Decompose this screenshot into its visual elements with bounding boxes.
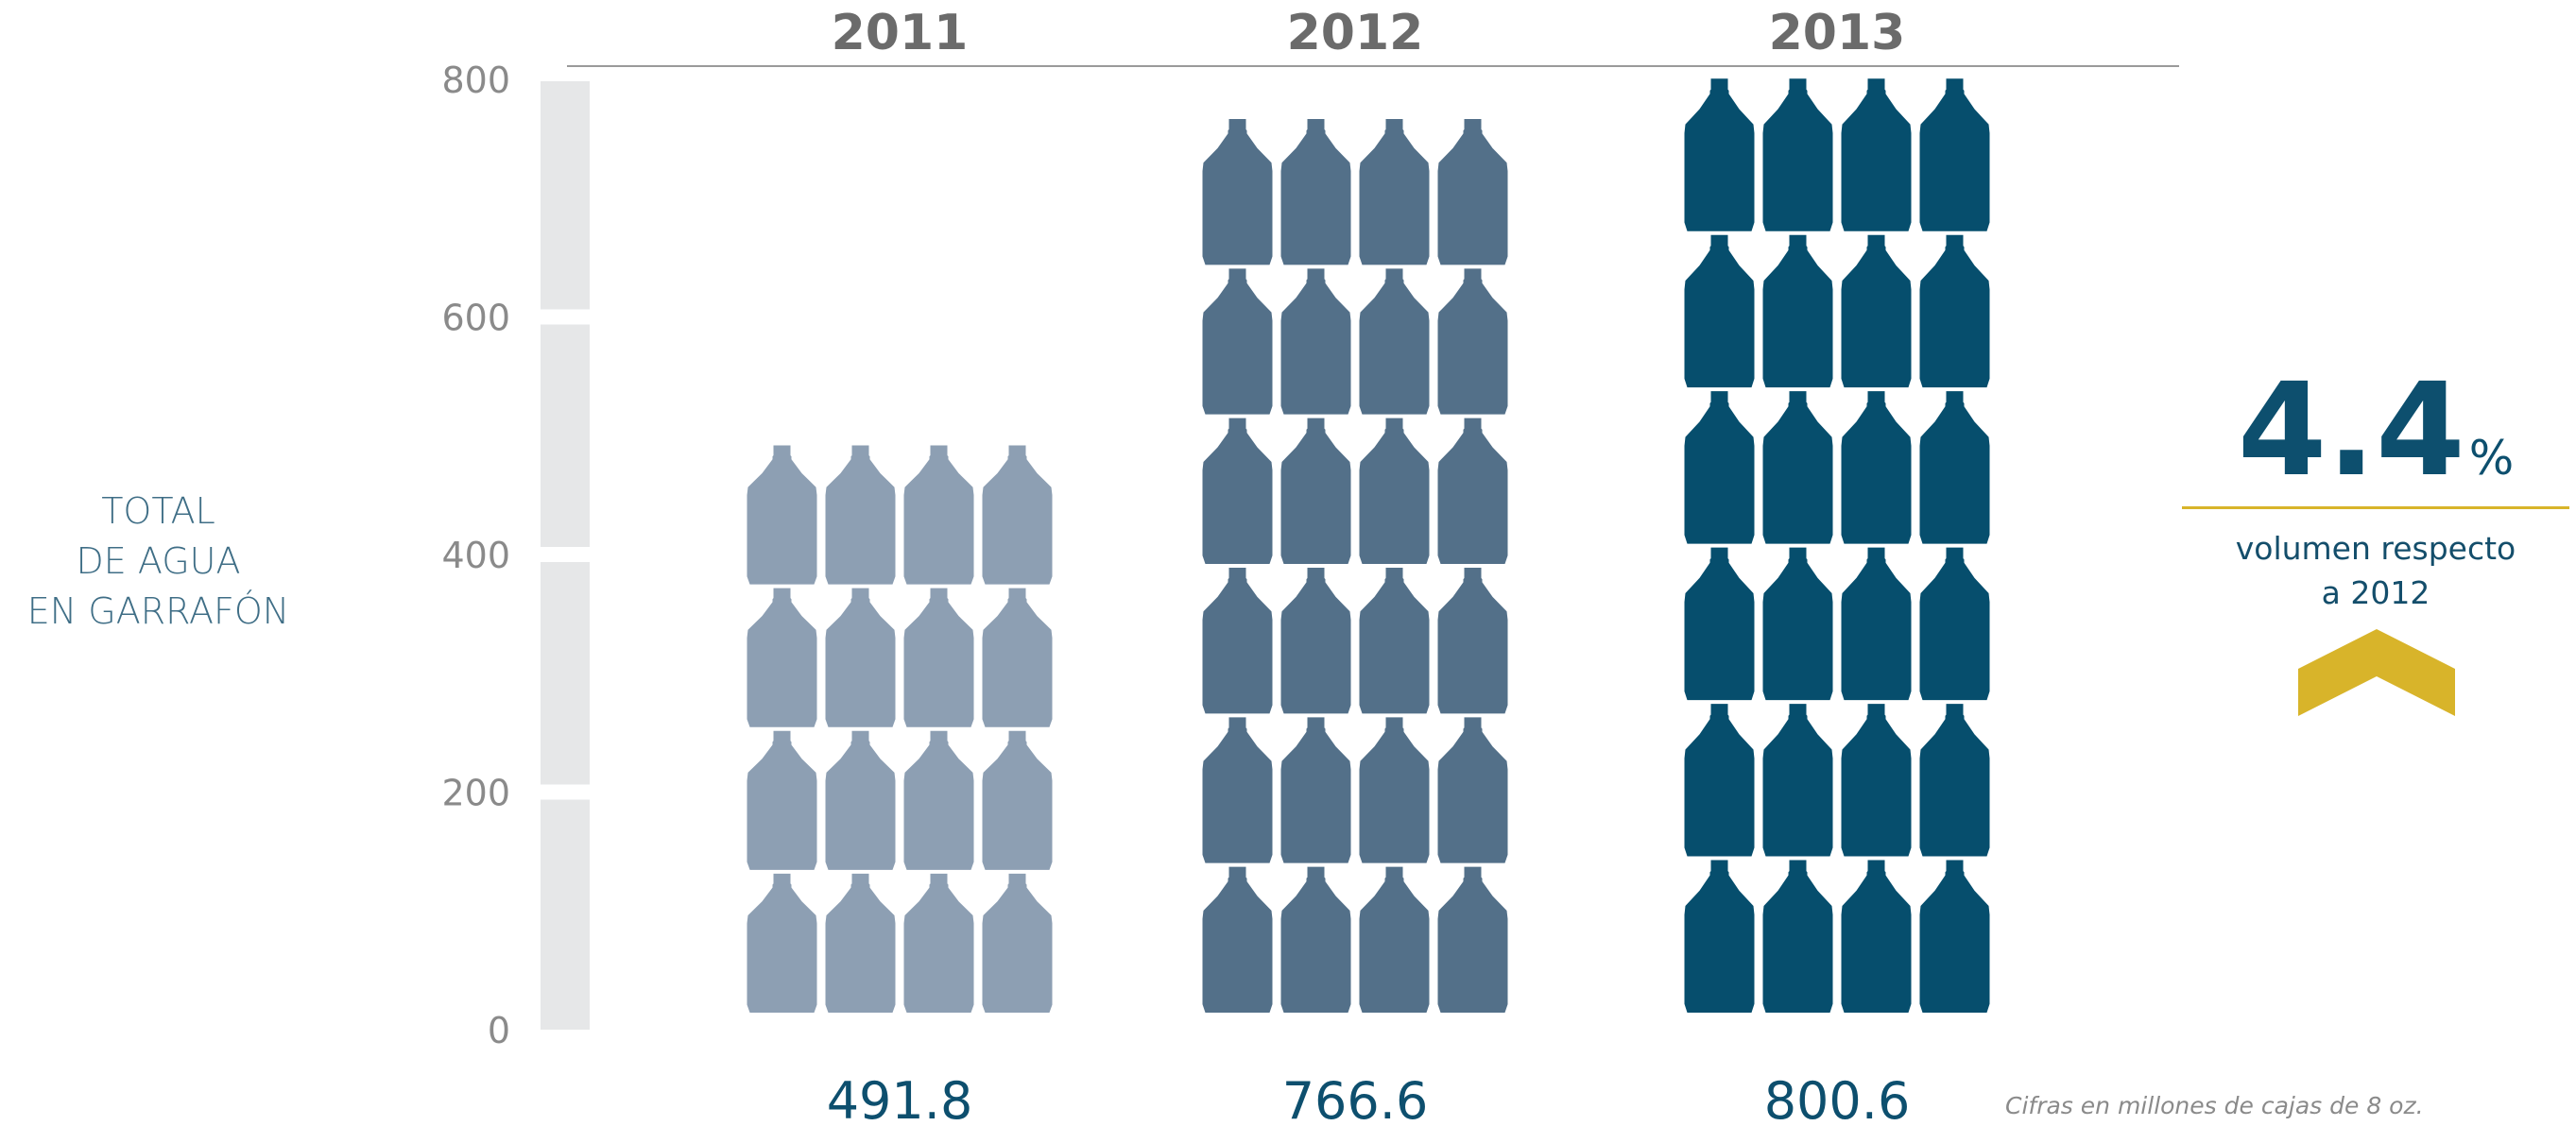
bottle-mark bbox=[1762, 860, 1833, 1013]
growth-value: 4.4 bbox=[2237, 356, 2465, 505]
bottle-mark bbox=[982, 445, 1053, 585]
bottle-mark bbox=[1919, 78, 1990, 231]
bottle-mark bbox=[1919, 234, 1990, 388]
callout-desc-line-2: a 2012 bbox=[2321, 574, 2430, 611]
bottle-mark bbox=[747, 445, 817, 585]
y-axis-label-line-3: EN GARRAFÓN bbox=[26, 590, 290, 632]
bottle-mark bbox=[825, 445, 896, 585]
bottle-mark bbox=[1841, 860, 1912, 1013]
y-tick-label: 600 bbox=[441, 298, 510, 339]
chevron-up-icon bbox=[2298, 629, 2455, 716]
y-scale-bar bbox=[541, 81, 590, 1030]
bottle-mark bbox=[1280, 866, 1351, 1013]
bottle-mark bbox=[1841, 234, 1912, 388]
y-scale-segment bbox=[541, 799, 590, 1030]
growth-unit: % bbox=[2468, 431, 2515, 486]
bottle-mark bbox=[1202, 866, 1273, 1013]
bottle-mark bbox=[903, 730, 974, 870]
bar-group-2011: 2011 491.8 bbox=[747, 5, 1053, 1126]
category-label: 2012 bbox=[1287, 5, 1424, 61]
bottle-mark bbox=[1437, 717, 1508, 863]
bottle-mark bbox=[1684, 704, 1755, 857]
bottle-mark bbox=[747, 730, 817, 870]
bottle-mark bbox=[1919, 860, 1990, 1013]
bottle-mark bbox=[1202, 119, 1273, 265]
y-axis-ticks: 0 200 400 600 800 bbox=[441, 60, 510, 1051]
bottle-mark bbox=[1684, 547, 1755, 701]
callout-divider bbox=[2182, 506, 2569, 509]
bottle-mark bbox=[1437, 568, 1508, 714]
y-scale-segment bbox=[541, 562, 590, 785]
y-tick-label: 200 bbox=[441, 773, 510, 814]
bottle-mark bbox=[1202, 568, 1273, 714]
y-axis-label-line-2: DE AGUA bbox=[76, 540, 241, 582]
value-label: 491.8 bbox=[827, 1071, 973, 1126]
bottle-mark bbox=[1762, 78, 1833, 231]
y-scale-segment bbox=[541, 81, 590, 310]
bottle-mark bbox=[1919, 547, 1990, 701]
y-tick-label: 0 bbox=[488, 1010, 510, 1051]
bottle-mark bbox=[1437, 119, 1508, 265]
bar-group-2013: 2013 800.6 bbox=[1684, 5, 1990, 1126]
bottle-mark bbox=[1359, 268, 1430, 415]
y-axis-label: TOTAL DE AGUA EN GARRAFÓN bbox=[0, 486, 317, 637]
bottle-mark bbox=[1841, 547, 1912, 701]
bottle-mark bbox=[1684, 391, 1755, 544]
bottle-mark bbox=[1437, 268, 1508, 415]
bottle-mark bbox=[903, 445, 974, 585]
bottle-mark bbox=[1762, 234, 1833, 388]
bottle-mark bbox=[1202, 418, 1273, 565]
bottle-mark bbox=[1359, 866, 1430, 1013]
bottle-mark bbox=[1684, 234, 1755, 388]
bottle-mark bbox=[982, 873, 1053, 1013]
category-label: 2013 bbox=[1769, 5, 1906, 61]
bottle-mark bbox=[825, 730, 896, 870]
bottle-mark bbox=[1841, 704, 1912, 857]
value-label: 766.6 bbox=[1282, 1071, 1429, 1126]
bottle-mark bbox=[1919, 391, 1990, 544]
bar-groups: 2011 491.8 2012 766.6 2013 800.6 bbox=[747, 5, 1990, 1126]
bottle-mark bbox=[1359, 717, 1430, 863]
bottle-mark bbox=[903, 588, 974, 727]
bottle-mark bbox=[1280, 568, 1351, 714]
bottle-mark bbox=[1437, 418, 1508, 565]
bottle-mark bbox=[1684, 78, 1755, 231]
bottle-mark bbox=[747, 588, 817, 727]
bottle-mark bbox=[1202, 268, 1273, 415]
bottle-mark bbox=[1684, 860, 1755, 1013]
bottle-mark bbox=[1280, 418, 1351, 565]
bottle-mark bbox=[825, 588, 896, 727]
bottle-mark bbox=[1841, 391, 1912, 544]
bottle-mark bbox=[1919, 704, 1990, 857]
bottle-mark bbox=[903, 873, 974, 1013]
bottle-mark bbox=[1762, 704, 1833, 857]
bar-group-2012: 2012 766.6 bbox=[1202, 5, 1508, 1126]
callout-desc-line-1: volumen respecto bbox=[2235, 530, 2516, 567]
y-tick-label: 400 bbox=[441, 535, 510, 576]
bottle-mark bbox=[982, 730, 1053, 870]
bottle-mark bbox=[1762, 547, 1833, 701]
y-axis-label-line-1: TOTAL bbox=[101, 490, 215, 532]
value-label: 800.6 bbox=[1764, 1071, 1911, 1126]
bottle-mark bbox=[1359, 568, 1430, 714]
bottle-mark bbox=[747, 873, 817, 1013]
category-label: 2011 bbox=[832, 5, 969, 61]
y-tick-label: 800 bbox=[441, 60, 510, 101]
footnote: Cifras en millones de cajas de 8 oz. bbox=[2005, 1092, 2424, 1119]
y-scale-segment bbox=[541, 324, 590, 547]
bottle-mark bbox=[1280, 119, 1351, 265]
bottle-mark bbox=[1841, 78, 1912, 231]
bottle-mark bbox=[1280, 268, 1351, 415]
bottle-mark bbox=[1437, 866, 1508, 1013]
bottle-mark bbox=[1280, 717, 1351, 863]
bottle-mark bbox=[982, 588, 1053, 727]
bottle-mark bbox=[1359, 418, 1430, 565]
growth-callout: 4.4% volumen respecto a 2012 bbox=[2182, 367, 2569, 615]
bottle-mark bbox=[1762, 391, 1833, 544]
bottle-mark bbox=[825, 873, 896, 1013]
bottle-mark bbox=[1202, 717, 1273, 863]
bottle-mark bbox=[1359, 119, 1430, 265]
callout-description: volumen respecto a 2012 bbox=[2182, 526, 2569, 615]
